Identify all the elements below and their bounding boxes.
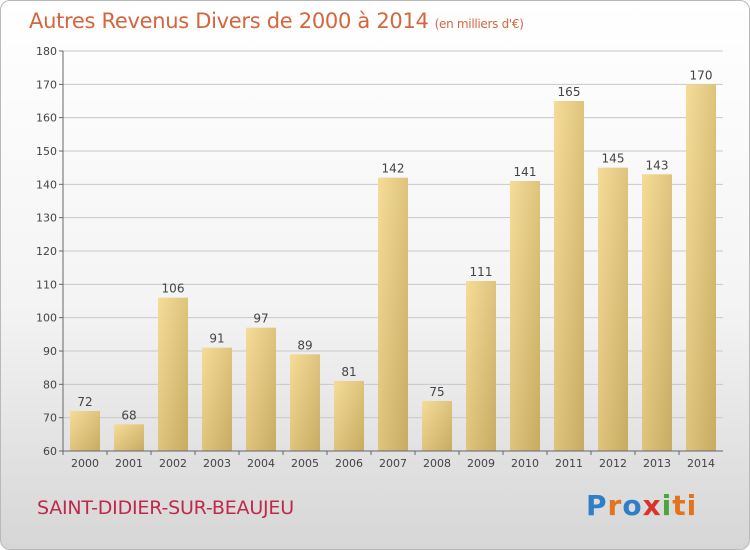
y-tick-label: 150 [36,145,57,158]
bar [290,354,320,451]
data-label: 75 [429,385,444,399]
x-tick-label: 2013 [643,457,671,470]
bar [114,424,144,451]
logo-letter: ti [672,489,698,522]
y-tick-label: 60 [43,445,57,458]
logo-letter: P [586,489,608,522]
data-label: 111 [470,265,493,279]
title-text: Autres Revenus Divers de 2000 à 2014 [29,9,429,33]
bar [642,174,672,452]
data-label: 165 [558,85,581,99]
bar [422,401,452,451]
data-label: 143 [646,158,669,172]
y-tick-label: 160 [36,112,57,125]
x-tick-label: 2001 [115,457,143,470]
y-tick-label: 140 [36,178,57,191]
bar [202,347,232,451]
logo-letter: x [642,489,662,522]
data-label: 170 [690,68,713,82]
x-tick-label: 2008 [423,457,451,470]
logo-letter: i [661,489,673,522]
data-label: 106 [162,282,185,296]
x-tick-label: 2011 [555,457,583,470]
bars [70,84,716,452]
data-label: 142 [382,162,405,176]
y-tick-label: 120 [36,245,57,258]
bar [334,381,364,451]
data-label: 89 [297,338,312,352]
logo-letter: o [622,489,643,522]
bar [158,297,188,451]
title-unit: (en milliers d'€) [434,17,524,31]
bar-chart: 60 70 80 90 100 110 120 130 140 150 160 170 180 72 68… [36,45,723,470]
bar [70,411,100,451]
proxiti-logo[interactable]: Proxiti [586,489,697,522]
place-name: SAINT-DIDIER-SUR-BEAUJEU [37,497,294,519]
x-tick-label: 2006 [335,457,363,470]
y-tick-label: 170 [36,78,57,91]
x-tick-label: 2003 [203,457,231,470]
data-label: 72 [77,395,92,409]
x-tick-label: 2009 [467,457,495,470]
bar [510,181,540,451]
y-axis-ticks: 60 70 80 90 100 110 120 130 140 150 160 170 180 [36,45,63,458]
bar [246,327,276,451]
chart-title: Autres Revenus Divers de 2000 à 2014 (en … [29,9,524,33]
data-label: 68 [121,408,136,422]
data-label: 145 [602,152,625,166]
x-tick-label: 2004 [247,457,275,470]
y-tick-label: 90 [43,345,57,358]
bar [466,281,496,451]
logo-letter: r [607,489,623,522]
y-tick-label: 180 [36,45,57,58]
x-tick-label: 2012 [599,457,627,470]
x-tick-label: 2005 [291,457,319,470]
data-label: 97 [253,312,268,326]
bar [686,84,716,451]
bar [598,167,628,451]
data-label: 81 [341,365,356,379]
x-tick-label: 2007 [379,457,407,470]
bar [554,101,584,451]
y-tick-label: 130 [36,212,57,225]
x-axis-ticks: 2000 2001 2002 2003 2004 2005 2006 2007 2008 2009… [62,451,715,470]
data-labels: 72 68 106 91 97 89 81 142 75 111 141 165 145 143 170 [77,68,712,422]
y-tick-label: 70 [43,412,57,425]
bar [378,177,408,451]
y-tick-label: 100 [36,312,57,325]
y-tick-label: 80 [43,378,57,391]
data-label: 91 [209,332,224,346]
x-tick-label: 2010 [511,457,539,470]
x-tick-label: 2014 [687,457,715,470]
x-tick-label: 2000 [71,457,99,470]
x-tick-label: 2002 [159,457,187,470]
data-label: 141 [514,165,537,179]
y-tick-label: 110 [36,278,57,291]
